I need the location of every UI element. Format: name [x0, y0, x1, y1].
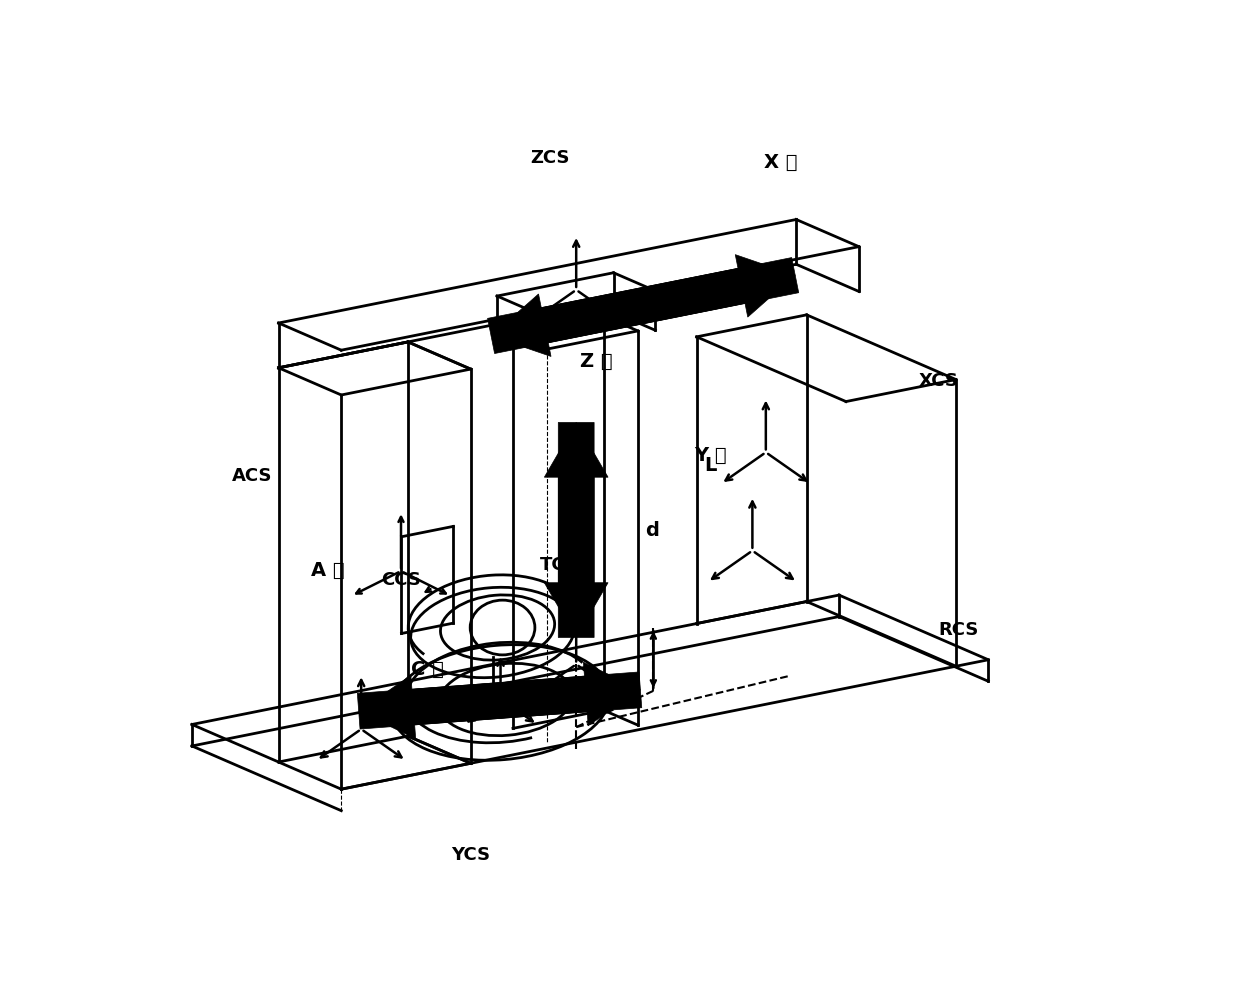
- Polygon shape: [487, 254, 795, 353]
- Polygon shape: [357, 663, 640, 729]
- Text: C 轴: C 轴: [410, 661, 444, 680]
- Polygon shape: [544, 422, 608, 638]
- Text: A 轴: A 轴: [311, 561, 345, 580]
- Text: L: L: [704, 456, 717, 475]
- Polygon shape: [358, 672, 642, 739]
- Text: ZCS: ZCS: [531, 149, 570, 167]
- Text: YCS: YCS: [451, 846, 490, 864]
- Text: RCS: RCS: [939, 621, 978, 639]
- Text: Y 轴: Y 轴: [694, 446, 728, 465]
- Text: X 轴: X 轴: [764, 152, 797, 171]
- Text: d: d: [645, 521, 658, 540]
- Polygon shape: [491, 257, 799, 356]
- Polygon shape: [544, 422, 608, 638]
- Text: CCS: CCS: [381, 572, 420, 590]
- Text: TCS: TCS: [541, 557, 579, 575]
- Text: Z 轴: Z 轴: [580, 351, 613, 370]
- Text: XCS: XCS: [919, 372, 959, 390]
- Text: ACS: ACS: [232, 466, 273, 484]
